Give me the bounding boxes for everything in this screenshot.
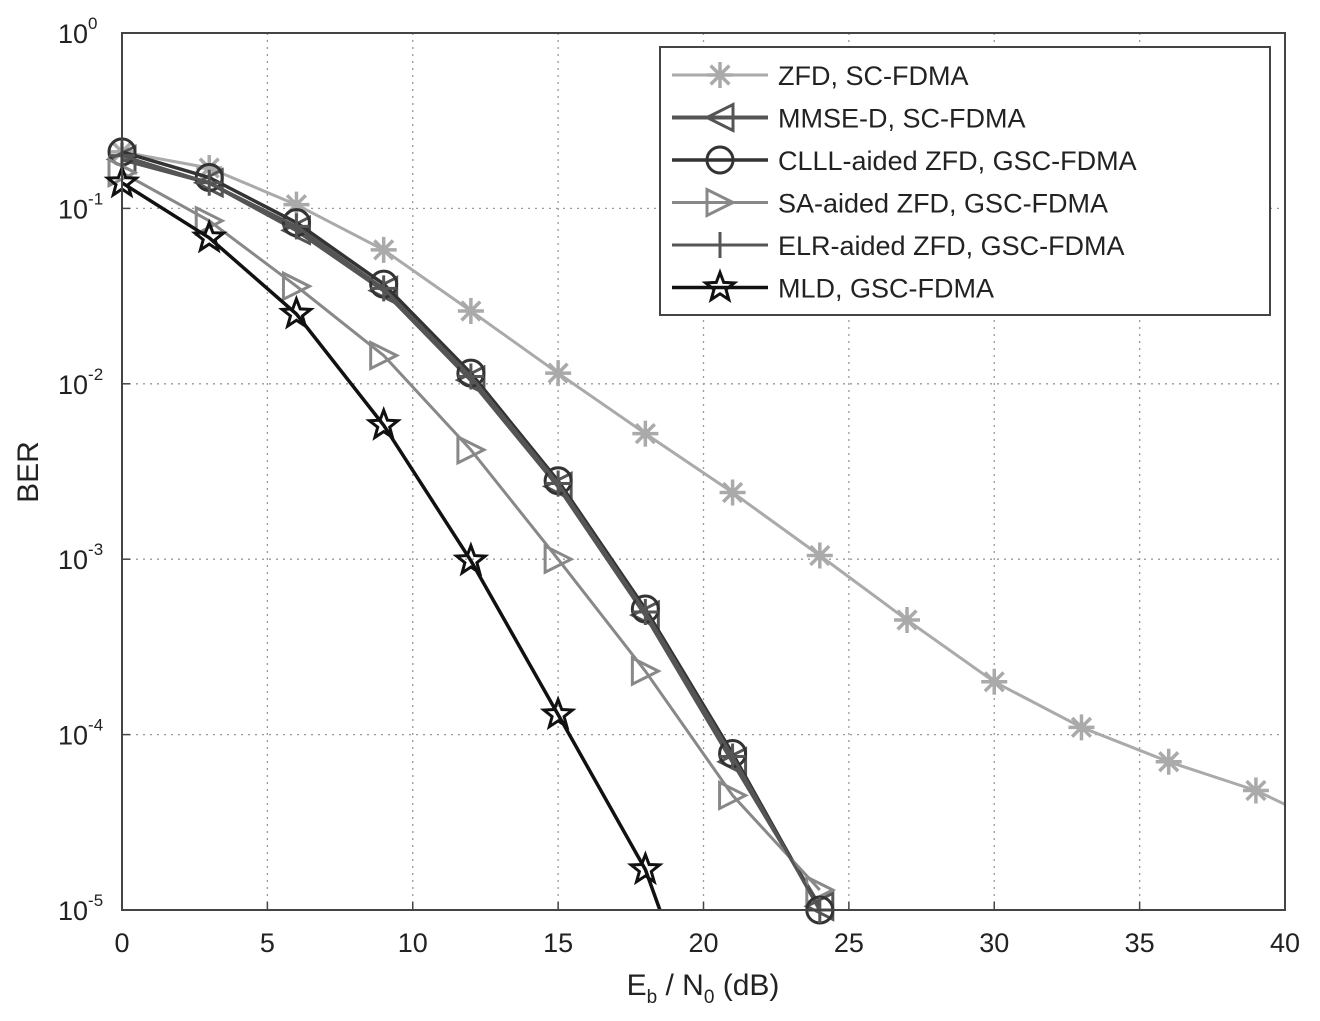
legend-marker-2 <box>705 145 735 175</box>
legend-item-1: MMSE-D, SC-FDMA <box>672 102 1025 134</box>
x-tick-label-0: 0 <box>114 928 129 958</box>
x-tick-label-2: 10 <box>398 928 428 958</box>
data-point-0-9 <box>894 607 921 634</box>
y-tick-labels: 100 10-1 10-2 10-3 10-4 10-5 <box>58 14 130 926</box>
data-point-3-6 <box>630 655 662 687</box>
data-point-0-2 <box>283 191 310 218</box>
data-point-4-6 <box>632 599 659 626</box>
data-point-4-3 <box>370 275 397 302</box>
x-tick-labels: 0 5 10 15 20 25 30 35 40 <box>114 902 1300 958</box>
x-axis-title-tail: (dB) <box>714 969 779 1002</box>
legend-marker-3 <box>705 187 737 218</box>
data-point-0-10 <box>981 668 1008 695</box>
series-line-5 <box>121 181 662 911</box>
data-point-3-7 <box>718 779 749 811</box>
data-point-0-8 <box>806 542 833 569</box>
legend-marker-1 <box>703 102 735 133</box>
legend-item-3: SA-aided ZFD, GSC-FDMA <box>672 187 1108 219</box>
data-point-3-4 <box>456 434 488 466</box>
series-line-3 <box>121 171 821 892</box>
legend-item-0: ZFD, SC-FDMA <box>672 61 968 91</box>
legend-marker-5 <box>701 268 739 304</box>
y-tick-label-4: 10-4 <box>58 716 103 751</box>
data-point-0-5 <box>545 360 572 387</box>
data-point-0-13 <box>1242 777 1269 804</box>
legend-label-0: ZFD, SC-FDMA <box>778 61 968 91</box>
legend-marker-4 <box>707 232 733 258</box>
legend: ZFD, SC-FDMA MMSE-D, SC-FDMA CLLL-aided ZF… <box>659 46 1271 316</box>
x-tick-label-1: 5 <box>260 928 275 958</box>
series-0 <box>109 138 1286 806</box>
x-tick-label-6: 30 <box>979 928 1009 958</box>
data-point-5-5 <box>539 695 577 731</box>
legend-item-4: ELR-aided ZFD, GSC-FDMA <box>672 231 1125 261</box>
data-point-3-3 <box>369 340 401 371</box>
data-point-3-1 <box>194 205 226 237</box>
x-tick-label-4: 20 <box>688 928 718 958</box>
x-axis-title-sub2: 0 <box>704 987 715 1008</box>
data-point-5-4 <box>452 541 490 577</box>
x-axis-title-mid: / N <box>657 969 704 1002</box>
data-point-0-11 <box>1068 714 1095 741</box>
y-axis-title: BER <box>12 441 45 503</box>
y-tick-label-0: 100 <box>58 14 98 49</box>
series-4 <box>109 142 822 911</box>
data-point-3-2 <box>281 270 313 302</box>
series-group <box>103 137 1286 925</box>
legend-label-2: CLLL-aided ZFD, GSC-FDMA <box>778 146 1137 176</box>
legend-item-2: CLLL-aided ZFD, GSC-FDMA <box>672 145 1137 176</box>
data-point-0-7 <box>719 479 746 506</box>
data-point-3-5 <box>543 543 575 575</box>
data-point-0-12 <box>1155 748 1182 775</box>
data-point-4-5 <box>545 470 572 497</box>
y-tick-label-3: 10-3 <box>58 540 103 575</box>
x-axis-title-sub1: b <box>647 987 658 1008</box>
x-axis-title-main: E <box>627 969 647 1002</box>
data-point-0-6 <box>632 420 659 447</box>
x-tick-label-5: 25 <box>834 928 864 958</box>
data-point-0-4 <box>457 298 484 325</box>
legend-label-5: MLD, GSC-FDMA <box>778 274 994 304</box>
legend-box <box>659 46 1271 316</box>
y-tick-label-1: 10-1 <box>58 189 103 224</box>
data-point-0-3 <box>370 236 397 263</box>
data-point-5-1 <box>190 218 228 254</box>
legend-label-3: SA-aided ZFD, GSC-FDMA <box>778 189 1108 219</box>
x-tick-label-3: 15 <box>543 928 573 958</box>
legend-label-4: ELR-aided ZFD, GSC-FDMA <box>778 231 1125 261</box>
x-tick-label-7: 35 <box>1125 928 1155 958</box>
data-point-4-7 <box>719 743 746 770</box>
legend-marker-0 <box>707 62 733 88</box>
x-axis-title: Eb / N0 (dB) <box>627 969 780 1008</box>
data-point-5-3 <box>365 406 402 441</box>
x-tick-label-8: 40 <box>1270 928 1300 958</box>
data-point-5-6 <box>626 850 664 886</box>
y-tick-label-2: 10-2 <box>58 365 103 400</box>
data-point-4-4 <box>457 363 484 390</box>
legend-item-5: MLD, GSC-FDMA <box>672 268 994 304</box>
data-point-5-2 <box>278 294 315 330</box>
legend-label-1: MMSE-D, SC-FDMA <box>778 104 1025 134</box>
data-point-4-2 <box>283 213 310 240</box>
y-tick-label-5: 10-5 <box>58 891 103 926</box>
data-point-4-1 <box>196 169 223 196</box>
